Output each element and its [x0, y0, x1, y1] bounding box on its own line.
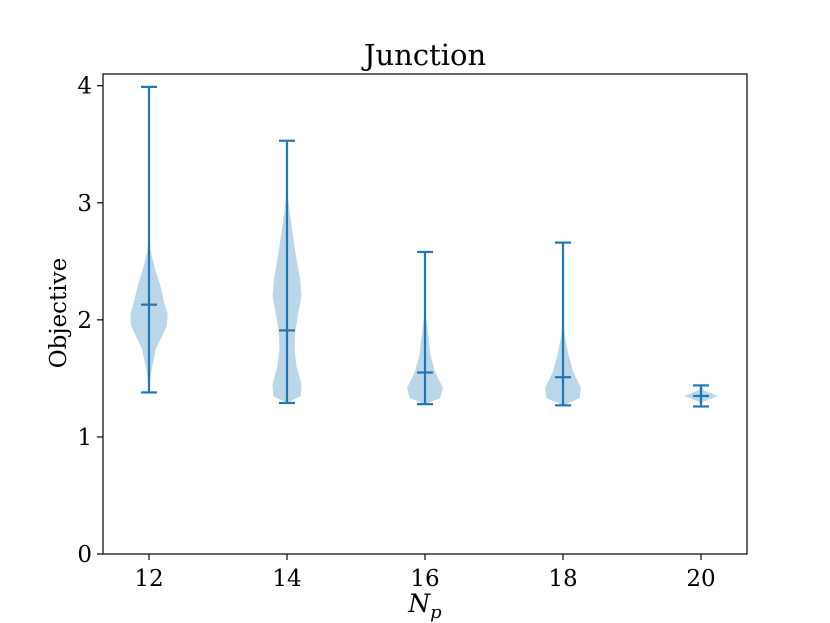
- y-tick-label: 0: [77, 542, 92, 568]
- y-axis-label: Objective: [46, 258, 72, 368]
- x-tick-label: 16: [410, 566, 439, 592]
- violin-group-20: [684, 384, 718, 408]
- y-tick-label: 3: [77, 191, 92, 217]
- violin-group-14: [272, 139, 302, 405]
- violin-group-16: [407, 250, 443, 406]
- y-tick-label: 2: [77, 308, 92, 334]
- chart-title: Junction: [361, 38, 486, 72]
- x-tick-label: 18: [548, 566, 577, 592]
- y-tick-label: 4: [77, 74, 92, 100]
- violin-group-18: [545, 241, 581, 407]
- y-tick-label: 1: [77, 425, 92, 451]
- x-axis-label: Np: [407, 589, 442, 623]
- x-axis-label-subscript: p: [430, 602, 442, 623]
- x-axis-label-main: N: [407, 589, 431, 618]
- x-tick-label: 20: [686, 566, 715, 592]
- x-tick-label: 12: [134, 566, 163, 592]
- violin-group-12: [130, 85, 168, 394]
- x-tick-label: 14: [272, 566, 301, 592]
- plot-area: [130, 85, 718, 408]
